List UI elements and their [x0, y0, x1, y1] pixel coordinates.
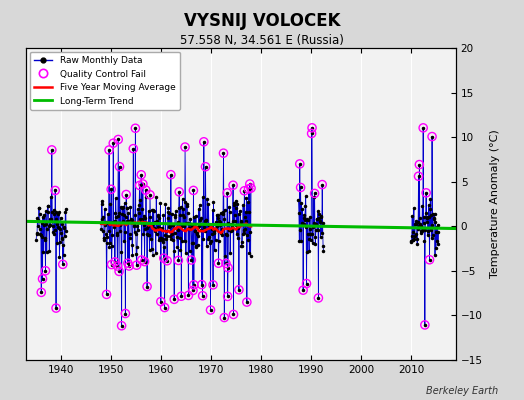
Point: [308, 125, 316, 131]
Point: [201, 164, 210, 170]
Point: [137, 172, 146, 178]
Point: [140, 258, 149, 265]
Point: [102, 291, 111, 298]
Point: [167, 172, 175, 178]
Point: [141, 187, 150, 193]
Point: [240, 188, 248, 194]
Point: [160, 304, 169, 311]
Point: [48, 147, 56, 153]
Point: [121, 310, 129, 317]
Text: Berkeley Earth: Berkeley Earth: [425, 386, 498, 396]
Point: [189, 287, 197, 294]
Point: [163, 258, 171, 264]
Point: [246, 181, 254, 187]
Point: [244, 186, 253, 192]
Point: [129, 146, 137, 152]
Point: [428, 133, 436, 140]
Point: [113, 263, 122, 269]
Point: [107, 261, 116, 268]
Point: [59, 261, 67, 268]
Point: [114, 136, 123, 143]
Y-axis label: Temperature Anomaly (°C): Temperature Anomaly (°C): [490, 130, 500, 278]
Point: [308, 130, 316, 137]
Point: [115, 268, 123, 274]
Point: [146, 192, 154, 198]
Point: [230, 311, 238, 318]
Point: [229, 182, 237, 188]
Point: [318, 181, 326, 188]
Point: [296, 161, 304, 167]
Point: [41, 268, 50, 274]
Point: [117, 322, 126, 329]
Point: [115, 164, 124, 170]
Point: [189, 187, 198, 194]
Point: [219, 150, 227, 156]
Point: [314, 295, 323, 301]
Point: [415, 161, 423, 168]
Point: [422, 190, 430, 196]
Point: [220, 314, 228, 321]
Point: [198, 282, 206, 288]
Point: [222, 260, 230, 267]
Legend: Raw Monthly Data, Quality Control Fail, Five Year Moving Average, Long-Term Tren: Raw Monthly Data, Quality Control Fail, …: [30, 52, 180, 110]
Point: [414, 173, 423, 180]
Point: [425, 256, 434, 263]
Point: [111, 259, 119, 265]
Point: [247, 185, 255, 191]
Point: [302, 280, 311, 287]
Point: [419, 125, 428, 131]
Point: [187, 257, 195, 263]
Point: [200, 138, 208, 145]
Point: [421, 322, 429, 328]
Point: [310, 190, 319, 197]
Point: [137, 257, 146, 263]
Text: 57.558 N, 34.561 E (Russia): 57.558 N, 34.561 E (Russia): [180, 34, 344, 47]
Point: [174, 257, 182, 264]
Point: [135, 182, 144, 189]
Point: [105, 147, 113, 153]
Point: [38, 276, 47, 282]
Point: [37, 289, 46, 296]
Point: [209, 282, 217, 288]
Point: [235, 286, 243, 293]
Point: [181, 144, 189, 150]
Point: [175, 189, 183, 195]
Point: [184, 292, 193, 299]
Point: [107, 186, 115, 192]
Point: [122, 191, 130, 198]
Point: [214, 260, 223, 266]
Point: [124, 260, 132, 266]
Point: [177, 293, 185, 300]
Point: [51, 187, 59, 194]
Point: [133, 262, 141, 268]
Point: [157, 298, 165, 305]
Point: [52, 305, 60, 311]
Point: [223, 190, 232, 196]
Point: [297, 184, 305, 191]
Point: [109, 140, 117, 146]
Text: VYSNIJ VOLOCEK: VYSNIJ VOLOCEK: [184, 12, 340, 30]
Point: [299, 287, 308, 293]
Point: [131, 125, 139, 132]
Point: [206, 307, 215, 313]
Point: [224, 264, 232, 271]
Point: [125, 263, 133, 269]
Point: [170, 296, 178, 302]
Point: [223, 293, 232, 300]
Point: [190, 282, 198, 288]
Point: [143, 283, 151, 290]
Point: [243, 299, 251, 305]
Point: [199, 292, 207, 299]
Point: [139, 181, 147, 187]
Point: [160, 255, 168, 261]
